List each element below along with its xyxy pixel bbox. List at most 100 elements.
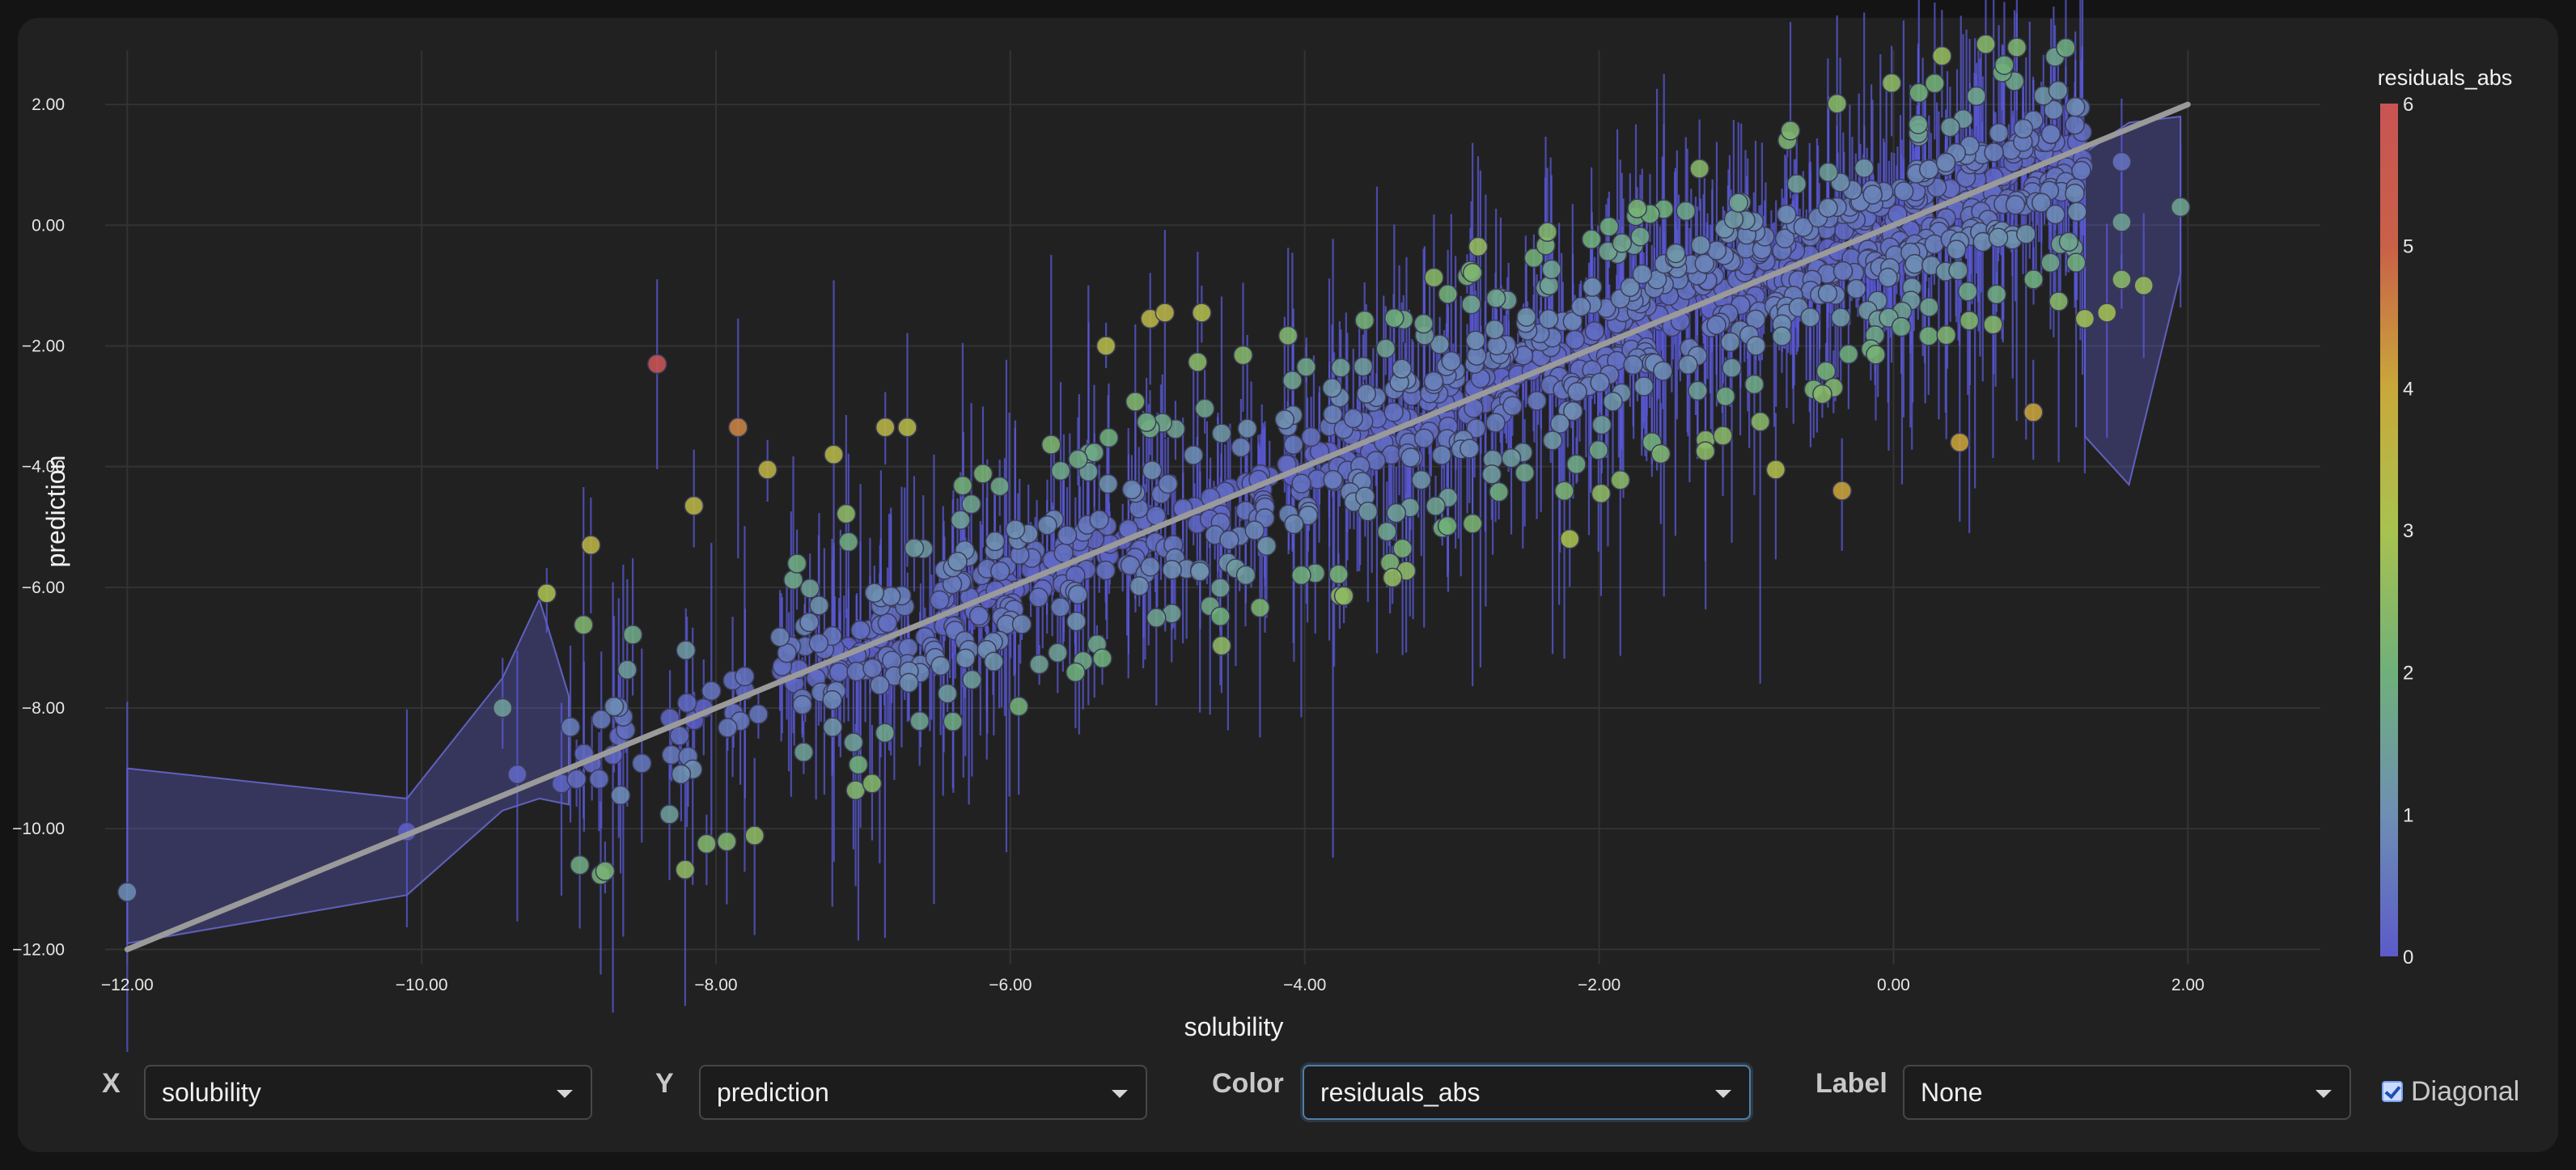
data-point xyxy=(799,612,820,633)
data-point xyxy=(570,854,590,875)
data-point xyxy=(1818,162,1839,183)
colorbar-title: residuals_abs xyxy=(2378,66,2513,90)
data-point xyxy=(1468,236,1489,257)
data-point xyxy=(1068,584,1088,604)
data-point xyxy=(1502,396,1523,416)
data-point xyxy=(2112,269,2132,290)
data-point xyxy=(1590,372,1610,393)
label-select[interactable]: None xyxy=(1903,1065,2351,1120)
data-point xyxy=(943,711,964,732)
data-point xyxy=(1591,414,1612,435)
data-point xyxy=(2170,197,2191,218)
data-point xyxy=(1210,578,1231,598)
data-point xyxy=(1383,402,1404,422)
diagonal-checkbox[interactable] xyxy=(2382,1081,2403,1102)
data-point xyxy=(1881,73,1902,93)
data-point xyxy=(646,354,667,375)
uncertainty-band xyxy=(126,596,570,945)
data-point xyxy=(1041,435,1061,455)
data-point xyxy=(1976,34,1996,54)
data-point xyxy=(1301,426,1321,447)
data-point xyxy=(1400,447,1421,468)
colorbar-tick-label: 6 xyxy=(2403,94,2413,116)
data-point xyxy=(1904,253,1925,274)
data-point xyxy=(1274,409,1295,430)
data-point xyxy=(591,710,612,730)
data-point xyxy=(1948,260,1968,281)
data-point xyxy=(909,710,930,731)
y-select[interactable]: prediction xyxy=(699,1065,1147,1120)
data-point xyxy=(492,697,513,719)
data-point xyxy=(2112,212,2132,232)
data-point xyxy=(1095,560,1116,581)
data-point xyxy=(507,764,527,785)
data-point xyxy=(589,769,609,789)
data-point xyxy=(2023,269,2044,290)
scatter-chart[interactable]: −12.00 −10.00 −8.00 −6.00 −4.00 −2.00 0.00 2.00… xyxy=(0,0,2576,1052)
colorbar-tick-label: 2 xyxy=(2403,663,2413,685)
data-point xyxy=(610,785,631,806)
chevron-down-icon xyxy=(1112,1090,1128,1098)
data-point xyxy=(1277,325,1299,346)
data-point xyxy=(1538,309,1559,329)
data-point xyxy=(1750,411,1770,432)
data-point xyxy=(1353,356,1374,377)
x-select[interactable]: solubility xyxy=(144,1065,592,1120)
data-point xyxy=(822,717,843,737)
data-point xyxy=(1994,55,2015,75)
data-point xyxy=(1565,329,1585,350)
data-point xyxy=(1430,334,1450,354)
data-point xyxy=(1919,297,1939,317)
data-point xyxy=(669,726,690,746)
data-point xyxy=(1189,562,1210,582)
data-point xyxy=(1908,114,1929,134)
y-select-label: Y xyxy=(655,1068,674,1099)
data-point xyxy=(1291,473,1311,494)
data-point xyxy=(117,882,138,902)
data-point xyxy=(632,753,652,774)
scatter-points[interactable] xyxy=(117,34,2191,902)
x-tick-label: −12.00 xyxy=(101,976,154,994)
colorbar-tick-label: 4 xyxy=(2403,378,2413,400)
data-point xyxy=(904,538,925,558)
data-point xyxy=(1158,473,1178,494)
data-point xyxy=(1706,315,1727,335)
data-point xyxy=(792,694,812,715)
data-point xyxy=(1720,332,1740,353)
data-point xyxy=(809,596,829,616)
data-point xyxy=(2058,231,2079,252)
data-point xyxy=(1676,201,1697,222)
data-point xyxy=(899,672,919,693)
x-select-value: solubility xyxy=(162,1078,261,1107)
data-point xyxy=(1066,662,1086,683)
data-point xyxy=(2067,201,2087,222)
data-point xyxy=(1092,648,1112,668)
data-point xyxy=(1815,361,1837,381)
data-point xyxy=(1566,454,1587,474)
data-point xyxy=(937,683,958,704)
data-point xyxy=(1630,227,1650,247)
y-tick-label: −2.00 xyxy=(22,337,65,355)
data-point xyxy=(536,583,557,604)
data-point xyxy=(1210,606,1231,626)
data-point xyxy=(877,613,898,634)
data-point xyxy=(850,620,871,641)
data-point xyxy=(1554,481,1574,502)
data-point xyxy=(1812,384,1832,405)
data-point xyxy=(1689,159,1710,179)
data-point xyxy=(1462,262,1483,283)
label-select-label: Label xyxy=(1815,1068,1888,1099)
color-select[interactable]: residuals_abs xyxy=(1303,1065,1751,1120)
data-point xyxy=(1098,473,1118,494)
data-point xyxy=(1099,427,1119,448)
data-point xyxy=(1516,307,1536,327)
data-point xyxy=(1392,358,1412,379)
data-point xyxy=(1037,515,1057,536)
data-point xyxy=(930,590,950,611)
data-point xyxy=(1818,197,1838,218)
data-point xyxy=(671,764,692,785)
data-point xyxy=(1426,496,1446,516)
data-point xyxy=(595,861,616,881)
data-point xyxy=(748,704,769,724)
data-point xyxy=(1988,227,2009,248)
